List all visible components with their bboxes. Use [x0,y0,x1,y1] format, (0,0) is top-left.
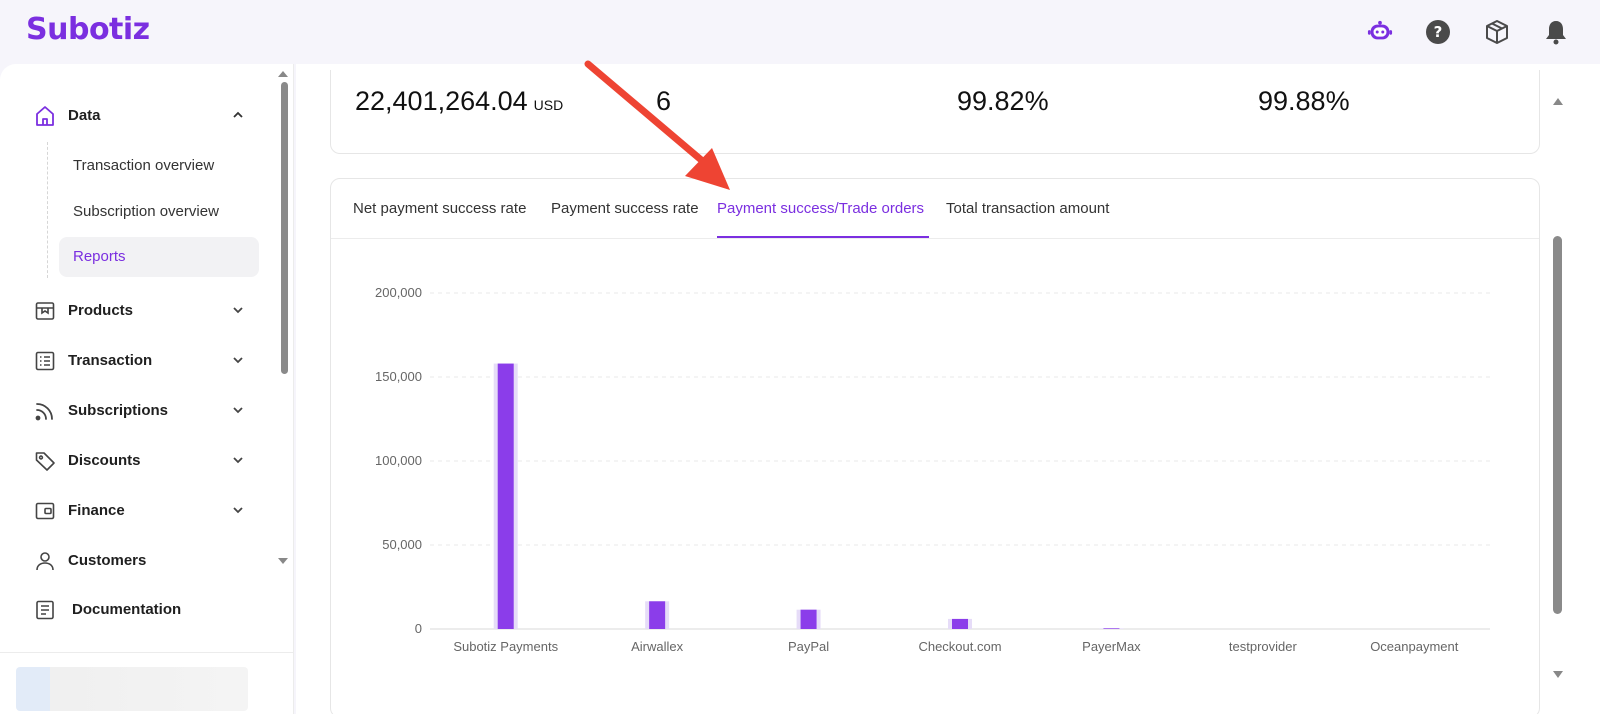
stats-card [330,70,1540,154]
stat-amount-unit: USD [533,97,564,113]
main-scroll-thumb[interactable] [1553,236,1562,614]
sidebar-group-discounts[interactable]: Discounts [0,440,270,480]
assistant-bot-icon[interactable] [1367,19,1393,45]
x-tick-label: Subotiz Payments [453,639,558,654]
y-tick-label: 100,000 [375,453,422,468]
store-icon [35,302,55,320]
tag-icon [35,452,55,471]
sidebar-group-label: Transaction [68,352,153,369]
y-tick-label: 200,000 [375,285,422,300]
rss-icon [35,403,53,421]
sidebar-group-label: Discounts [68,452,141,469]
chevron-down-icon [233,507,243,514]
tree-guide-line [47,142,48,278]
tab-total-transaction-amount[interactable]: Total transaction amount [946,200,1110,217]
chart-card [330,178,1540,714]
scroll-up-arrow-icon[interactable] [1552,96,1564,106]
x-tick-label: Oceanpayment [1370,639,1459,654]
account-switcher[interactable] [16,667,248,711]
x-tick-label: Airwallex [631,639,684,654]
wallet-icon [35,502,55,520]
home-icon [36,106,54,126]
sidebar-group-documentation[interactable]: Documentation [0,589,270,629]
x-tick-label: PayerMax [1082,639,1141,654]
bar[interactable] [1103,628,1120,629]
sidebar-group-subscriptions[interactable]: Subscriptions [0,390,270,430]
sidebar-group-finance[interactable]: Finance [0,490,270,530]
sidebar-group-data[interactable]: Data [0,95,270,135]
sidebar-item-subscription-overview[interactable]: Subscription overview [59,192,259,232]
sidebar-group-label: Subscriptions [68,402,169,419]
sidebar-item-transaction-overview[interactable]: Transaction overview [59,146,259,186]
sidebar-scroll-thumb[interactable] [281,82,288,374]
stat-amount-value: 22,401,264.04 [355,86,528,116]
y-tick-label: 150,000 [375,369,422,384]
stat-rate-2: 99.88% [1258,86,1350,116]
chevron-up-icon [233,111,243,118]
document-icon [36,600,54,620]
sidebar-group-label: Finance [68,502,125,519]
bar[interactable] [649,601,666,629]
active-tab-indicator [717,236,929,238]
bar-chart: 200,000 150,000 100,000 50,000 0 Subotiz Paym… [375,285,1490,654]
sidebar-item-reports[interactable]: Reports [59,237,259,277]
sidebar-group-products[interactable]: Products [0,290,270,330]
y-tick-label: 0 [415,621,422,636]
tab-payment-success-rate[interactable]: Payment success rate [551,200,699,217]
y-tick-label: 50,000 [382,537,422,552]
sidebar-group-customers[interactable]: Customers [0,540,270,580]
top-bar: Subotiz ? [0,0,1600,64]
sidebar-item-label: Subscription overview [73,203,219,220]
list-icon [35,351,55,371]
help-icon[interactable]: ? [1425,19,1451,45]
scroll-down-arrow-icon[interactable] [1552,670,1564,680]
bar[interactable] [497,363,514,629]
sidebar-group-label: Documentation [72,601,182,618]
stat-rate-1: 99.82% [957,86,1049,116]
app-logo[interactable]: Subotiz [26,12,150,47]
bell-icon[interactable] [1543,19,1569,45]
user-icon [36,552,54,571]
sidebar-item-label: Transaction overview [73,157,215,174]
svg-text:?: ? [1434,23,1443,41]
x-tick-label: PayPal [788,639,829,654]
stat-total-amount: 22,401,264.04 USD [355,86,563,117]
bar[interactable] [952,618,968,629]
tab-payment-success-trade-orders[interactable]: Payment success/Trade orders [717,200,925,217]
chevron-down-icon [233,307,243,314]
x-tick-label: testprovider [1229,639,1298,654]
bar[interactable] [800,609,817,629]
chevron-down-icon [233,407,243,414]
sidebar-group-transaction[interactable]: Transaction [0,340,270,380]
stat-count: 6 [656,86,672,116]
sidebar-group-label: Products [68,302,134,319]
chevron-down-icon [233,457,243,464]
sidebar-scrollbar[interactable] [276,68,290,568]
tabs-divider [331,238,1539,239]
sidebar-group-label: Customers [68,552,147,569]
sidebar-group-label: Data [68,107,101,124]
tab-net-payment-success-rate[interactable]: Net payment success rate [353,200,527,217]
chevron-down-icon [233,357,243,364]
package-icon[interactable] [1484,19,1510,45]
sidebar-divider [0,652,294,653]
x-tick-label: Checkout.com [918,639,1001,654]
sidebar-item-label: Reports [73,248,126,265]
